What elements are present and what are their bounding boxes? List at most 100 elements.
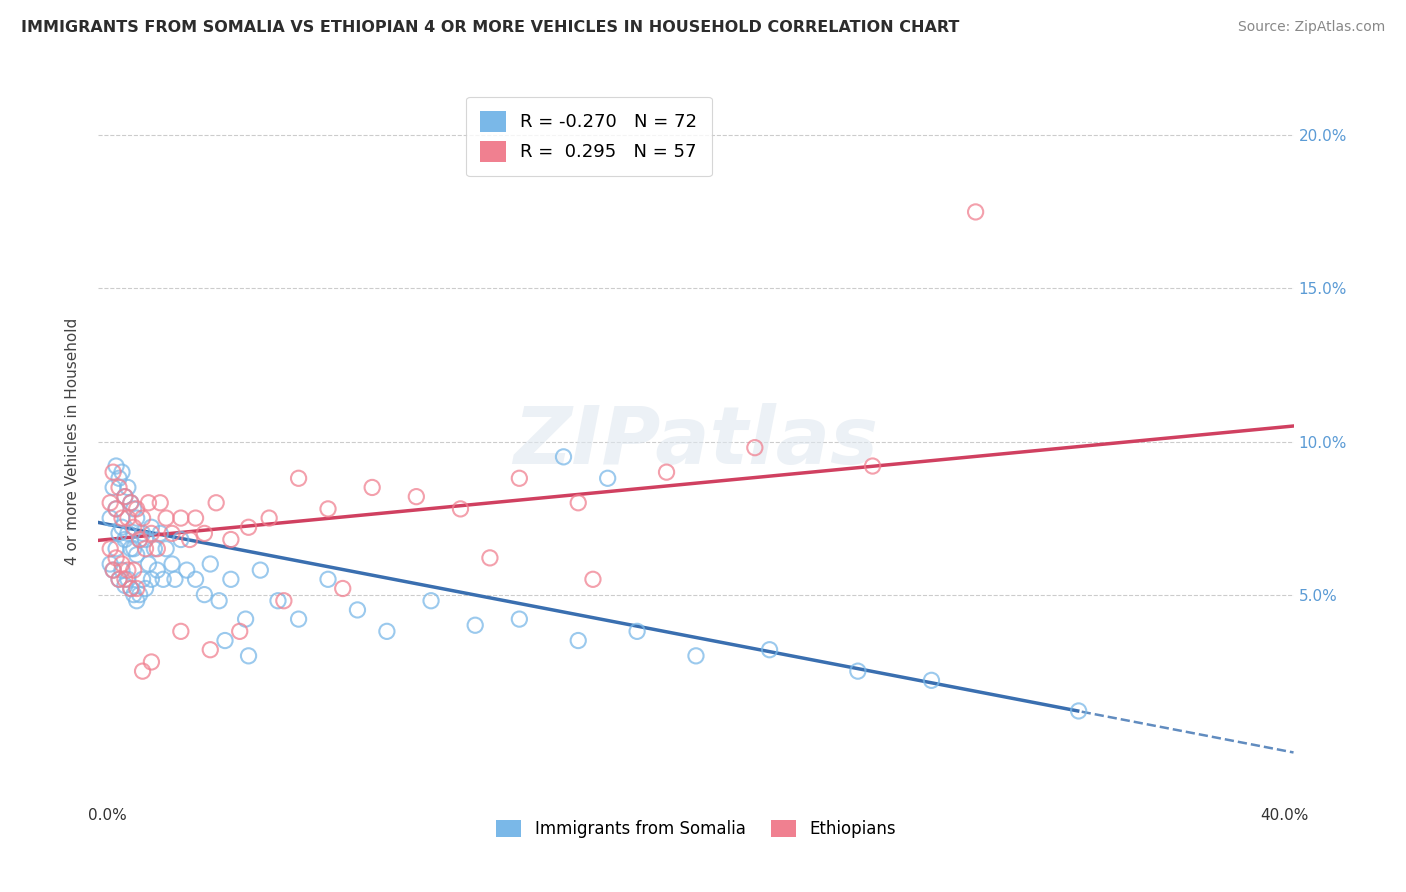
Point (141, 655, 163, 669)
Point (316, 502, 339, 516)
Point (200, 557, 222, 571)
Point (125, 511, 148, 525)
Point (134, 582, 156, 596)
Point (125, 548, 148, 562)
Point (965, 205, 987, 219)
Point (105, 502, 128, 516)
Point (170, 511, 193, 525)
Point (114, 533, 136, 547)
Point (567, 633, 589, 648)
Point (131, 526, 153, 541)
Point (105, 502, 128, 516)
Point (101, 563, 124, 577)
Point (114, 578, 136, 592)
Point (122, 520, 145, 534)
Point (361, 480, 384, 494)
Point (111, 563, 134, 577)
Point (122, 588, 145, 602)
Point (249, 563, 271, 577)
Point (214, 633, 236, 648)
Point (134, 533, 156, 547)
Point (163, 572, 186, 586)
Point (131, 511, 153, 525)
Point (105, 550, 128, 565)
Point (346, 603, 368, 617)
Point (464, 618, 486, 632)
Point (98, 496, 121, 510)
Point (105, 541, 128, 556)
Point (146, 541, 169, 556)
Point (685, 648, 707, 663)
Point (128, 588, 150, 602)
Point (117, 563, 139, 577)
Point (316, 572, 339, 586)
Point (655, 465, 678, 479)
Point (208, 593, 231, 607)
Point (117, 572, 139, 586)
Point (920, 673, 942, 688)
Point (219, 533, 242, 547)
Point (508, 612, 530, 626)
Point (744, 441, 766, 455)
Point (101, 480, 124, 494)
Point (108, 572, 131, 586)
Point (160, 557, 183, 571)
Point (200, 642, 222, 657)
Point (101, 563, 124, 577)
Point (101, 465, 124, 479)
Point (131, 572, 153, 586)
Point (405, 490, 427, 504)
Text: IMMIGRANTS FROM SOMALIA VS ETHIOPIAN 4 OR MORE VEHICLES IN HOUSEHOLD CORRELATION: IMMIGRANTS FROM SOMALIA VS ETHIOPIAN 4 O… (21, 20, 959, 35)
Point (287, 471, 309, 485)
Point (114, 490, 136, 504)
Point (508, 471, 530, 485)
Point (149, 496, 172, 510)
Point (125, 593, 148, 607)
Point (267, 593, 290, 607)
Point (846, 664, 869, 678)
Point (155, 541, 177, 556)
Y-axis label: 4 or more Vehicles in Household: 4 or more Vehicles in Household (65, 318, 80, 566)
Point (108, 526, 131, 541)
Point (143, 541, 166, 556)
Point (170, 533, 193, 547)
Point (141, 572, 163, 586)
Point (111, 557, 134, 571)
Point (238, 520, 260, 534)
Point (114, 572, 136, 586)
Point (105, 458, 128, 473)
Point (128, 533, 150, 547)
Point (98, 541, 121, 556)
Point (125, 582, 148, 596)
Point (98, 557, 121, 571)
Point (238, 648, 260, 663)
Point (219, 572, 242, 586)
Point (120, 582, 142, 596)
Point (160, 526, 183, 541)
Point (273, 593, 295, 607)
Point (122, 541, 145, 556)
Point (176, 563, 198, 577)
Point (122, 502, 145, 516)
Legend: Immigrants from Somalia, Ethiopians: Immigrants from Somalia, Ethiopians (489, 814, 903, 845)
Point (758, 642, 780, 657)
Point (125, 502, 148, 516)
Point (332, 582, 354, 596)
Point (567, 496, 589, 510)
Point (228, 624, 250, 639)
Point (235, 612, 257, 626)
Point (1067, 704, 1090, 718)
Point (134, 541, 156, 556)
Point (128, 533, 150, 547)
Point (375, 624, 398, 639)
Text: Source: ZipAtlas.com: Source: ZipAtlas.com (1237, 20, 1385, 34)
Point (117, 480, 139, 494)
Point (111, 520, 134, 534)
Point (450, 502, 472, 516)
Point (596, 471, 619, 485)
Point (170, 624, 193, 639)
Text: ZIPatlas: ZIPatlas (513, 402, 879, 481)
Point (108, 471, 131, 485)
Point (146, 563, 169, 577)
Point (117, 511, 139, 525)
